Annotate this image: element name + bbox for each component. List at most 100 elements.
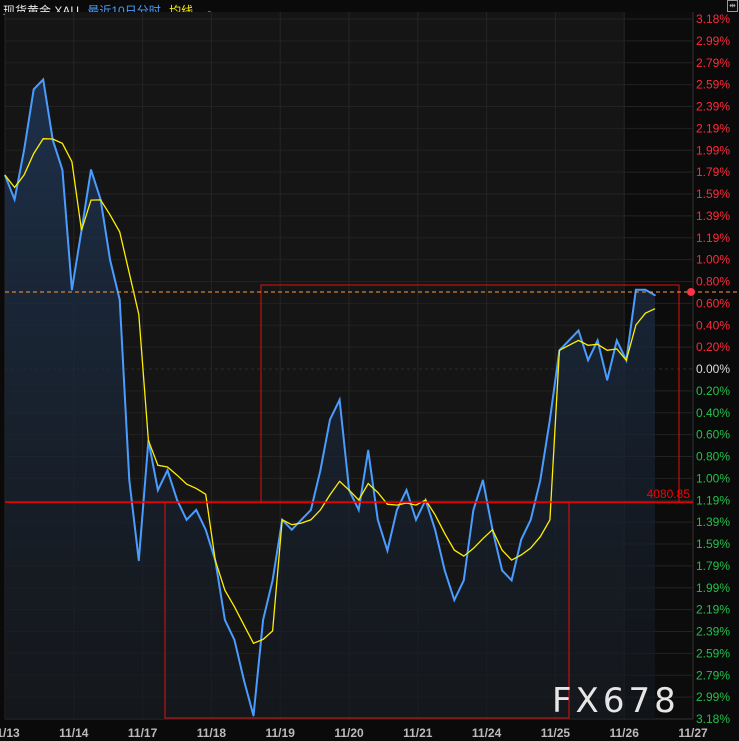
price-point bbox=[606, 379, 609, 381]
y-tick-label: 3.18% bbox=[696, 712, 730, 726]
x-tick-label: 11/17 bbox=[128, 726, 158, 740]
y-tick-label: 0.60% bbox=[696, 428, 730, 442]
price-point bbox=[568, 339, 570, 342]
x-tick-label: 11/19 bbox=[266, 726, 296, 740]
y-tick-label: 2.99% bbox=[696, 34, 730, 48]
price-point bbox=[654, 294, 656, 297]
price-point bbox=[367, 449, 370, 452]
y-tick-label: 2.19% bbox=[696, 603, 730, 617]
price-point bbox=[463, 579, 465, 582]
price-point bbox=[243, 679, 245, 682]
price-point bbox=[520, 538, 522, 541]
y-tick-label: 0.40% bbox=[696, 318, 730, 332]
y-tick-label: 2.79% bbox=[696, 56, 730, 70]
y-tick-label: 1.19% bbox=[696, 231, 730, 245]
x-tick-label: 11/21 bbox=[403, 726, 433, 740]
price-point bbox=[157, 489, 159, 491]
price-point bbox=[357, 509, 360, 511]
price-point bbox=[262, 619, 264, 621]
y-tick-label: 0.80% bbox=[696, 450, 730, 464]
price-point bbox=[71, 288, 73, 291]
y-tick-label: 0.60% bbox=[696, 296, 730, 310]
price-point bbox=[434, 528, 436, 531]
price-area bbox=[5, 79, 655, 719]
x-tick-label: 11/24 bbox=[472, 726, 502, 740]
current-price-marker bbox=[687, 287, 695, 296]
price-point bbox=[405, 489, 408, 491]
x-tick-label: 11/25 bbox=[541, 726, 571, 740]
average-line bbox=[4, 138, 656, 645]
price-point bbox=[319, 469, 322, 472]
price-point bbox=[90, 168, 92, 171]
price-point bbox=[396, 509, 398, 511]
y-tick-label: 2.39% bbox=[696, 625, 730, 639]
price-point bbox=[300, 518, 303, 521]
x-tick-label: 11/18 bbox=[197, 726, 227, 740]
price-point bbox=[482, 479, 484, 481]
price-point bbox=[443, 569, 446, 572]
y-tick-label: 2.59% bbox=[696, 78, 730, 92]
y-tick-label: 2.59% bbox=[696, 646, 730, 660]
price-point bbox=[539, 479, 542, 481]
y-tick-label: 1.99% bbox=[696, 581, 730, 595]
y-tick-label: 0.80% bbox=[696, 275, 730, 289]
y-tick-label: 0.20% bbox=[696, 340, 730, 354]
y-tick-label: 2.79% bbox=[696, 668, 730, 682]
price-point bbox=[549, 418, 551, 421]
price-point bbox=[329, 418, 331, 421]
price-point bbox=[195, 509, 197, 511]
watermark-logo: FX678 bbox=[552, 681, 680, 721]
price-point bbox=[118, 298, 121, 301]
price-point bbox=[644, 288, 647, 291]
price-point bbox=[13, 198, 16, 201]
price-point bbox=[166, 469, 169, 472]
price-point bbox=[415, 518, 417, 521]
y-tick-label: 1.00% bbox=[696, 471, 730, 485]
x-tick-label: 11/13 bbox=[0, 726, 20, 740]
price-point bbox=[233, 638, 236, 641]
price-point bbox=[128, 479, 131, 481]
y-tick-label: 2.39% bbox=[696, 100, 730, 114]
price-point bbox=[453, 599, 456, 601]
price-point bbox=[109, 259, 111, 261]
price-point bbox=[615, 339, 618, 342]
price-point bbox=[204, 528, 207, 531]
y-tick-label: 1.79% bbox=[696, 165, 730, 179]
y-tick-label: 1.00% bbox=[696, 253, 730, 267]
price-point bbox=[32, 88, 35, 91]
price-point bbox=[635, 288, 637, 291]
reference-price-label: 4080.85 bbox=[647, 487, 691, 501]
y-tick-label: 1.59% bbox=[696, 537, 730, 551]
price-point bbox=[42, 78, 45, 81]
price-point bbox=[23, 149, 25, 151]
y-tick-label: 2.99% bbox=[696, 690, 730, 704]
price-point bbox=[472, 509, 475, 511]
y-tick-label: 1.59% bbox=[696, 187, 730, 201]
y-tick-label: 2.19% bbox=[696, 121, 730, 135]
price-point bbox=[252, 714, 255, 717]
y-tick-label: 3.18% bbox=[696, 12, 730, 26]
y-tick-label: 1.99% bbox=[696, 143, 730, 157]
x-tick-label: 11/27 bbox=[678, 726, 708, 740]
price-point bbox=[376, 518, 379, 521]
price-point bbox=[386, 549, 389, 552]
x-tick-label: 11/20 bbox=[334, 726, 364, 740]
price-point bbox=[596, 339, 599, 342]
price-point bbox=[224, 619, 226, 621]
y-tick-label: 1.79% bbox=[696, 559, 730, 573]
y-tick-label: 1.19% bbox=[696, 493, 730, 507]
y-tick-label: 1.39% bbox=[696, 209, 730, 223]
price-point bbox=[587, 359, 589, 361]
price-point bbox=[577, 329, 580, 332]
price-point bbox=[61, 168, 64, 171]
expand-icon[interactable]: ⇹ bbox=[727, 0, 738, 12]
price-point bbox=[271, 579, 274, 582]
price-point bbox=[185, 518, 188, 521]
y-tick-label: 1.39% bbox=[696, 515, 730, 529]
price-point bbox=[501, 569, 503, 572]
y-tick-label: 0.00% bbox=[696, 362, 730, 376]
y-tick-label: 0.40% bbox=[696, 406, 730, 420]
x-tick-label: 11/26 bbox=[610, 726, 640, 740]
price-point bbox=[176, 499, 178, 501]
